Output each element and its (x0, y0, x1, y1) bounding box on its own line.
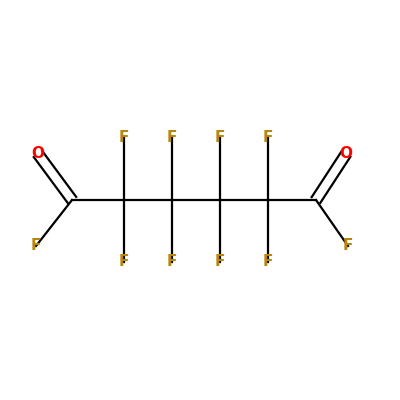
Text: F: F (31, 238, 41, 254)
Text: O: O (340, 146, 352, 162)
Text: F: F (263, 254, 273, 270)
Text: F: F (119, 254, 129, 270)
Text: F: F (167, 254, 177, 270)
Text: F: F (263, 130, 273, 146)
Text: F: F (167, 130, 177, 146)
Text: F: F (119, 130, 129, 146)
Text: F: F (215, 254, 225, 270)
Text: O: O (32, 146, 44, 162)
Text: F: F (215, 130, 225, 146)
Text: F: F (343, 238, 353, 254)
